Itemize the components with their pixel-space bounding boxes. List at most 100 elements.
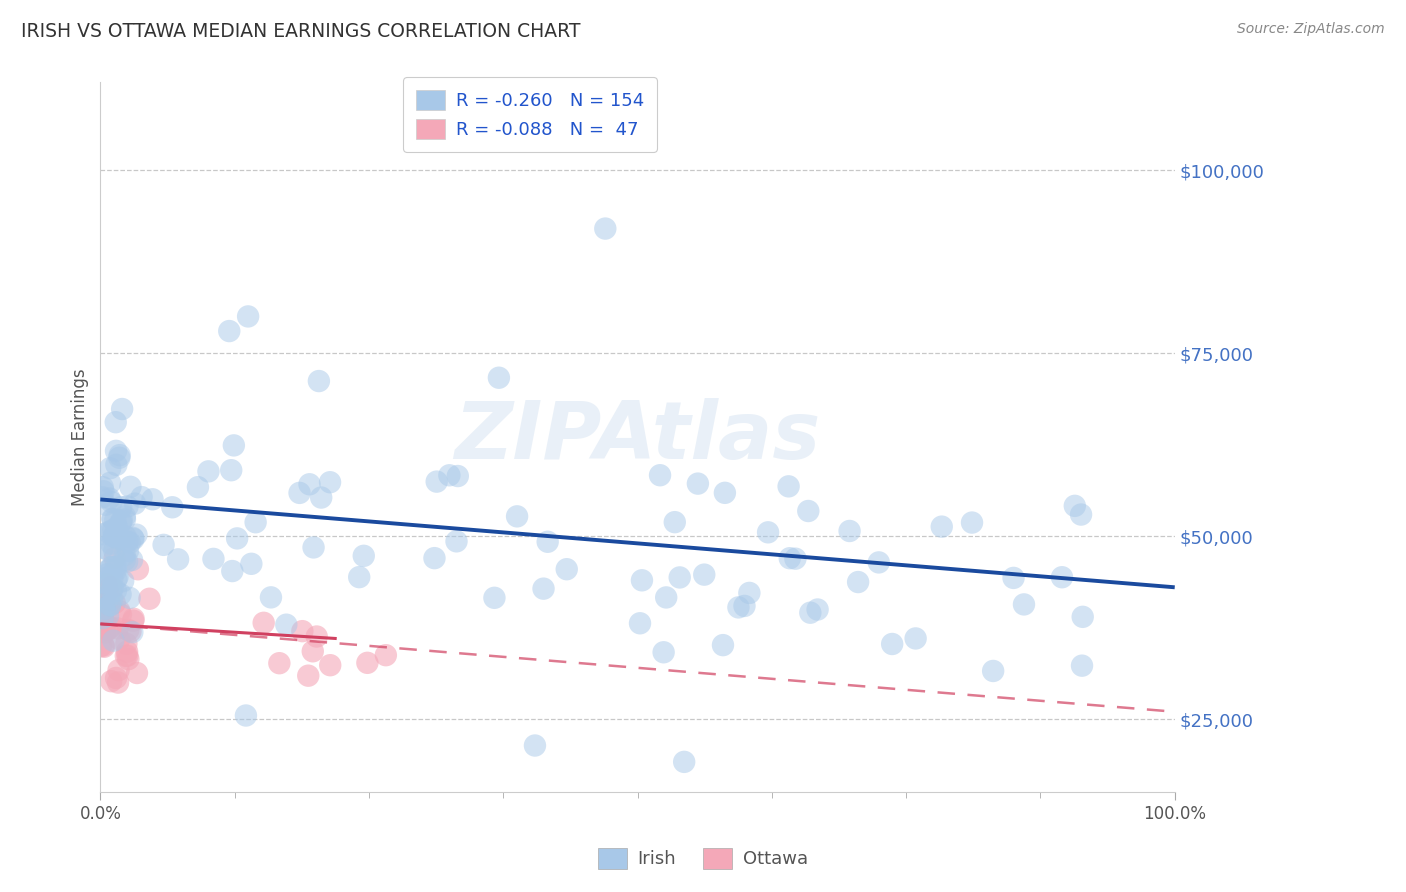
- Point: [114, 512, 136, 526]
- Point: [97, 563, 120, 577]
- Point: [240, 557, 263, 571]
- Point: [197, 464, 219, 478]
- Point: [117, 500, 139, 514]
- Point: [93, 640, 115, 654]
- Point: [114, 648, 136, 663]
- Point: [222, 438, 245, 452]
- Point: [101, 571, 124, 585]
- Point: [236, 310, 259, 324]
- Legend: Irish, Ottawa: Irish, Ottawa: [591, 840, 815, 876]
- Point: [108, 604, 131, 618]
- Point: [100, 560, 122, 574]
- Point: [523, 739, 546, 753]
- Point: [981, 664, 1004, 678]
- Point: [260, 591, 283, 605]
- Point: [104, 583, 127, 598]
- Point: [1050, 570, 1073, 584]
- Point: [98, 599, 121, 613]
- Point: [226, 532, 249, 546]
- Point: [960, 516, 983, 530]
- Point: [94, 577, 117, 591]
- Point: [756, 525, 779, 540]
- Point: [555, 562, 578, 576]
- Point: [127, 562, 149, 576]
- Point: [125, 665, 148, 680]
- Point: [110, 587, 132, 601]
- Point: [91, 480, 114, 494]
- Point: [103, 529, 125, 543]
- Point: [797, 504, 820, 518]
- Point: [105, 573, 128, 587]
- Point: [202, 552, 225, 566]
- Point: [117, 544, 139, 558]
- Point: [108, 450, 131, 465]
- Point: [138, 591, 160, 606]
- Point: [141, 492, 163, 507]
- Point: [838, 524, 860, 538]
- Point: [117, 652, 139, 666]
- Point: [652, 645, 675, 659]
- Point: [686, 476, 709, 491]
- Point: [846, 575, 869, 590]
- Point: [103, 523, 125, 537]
- Point: [98, 461, 121, 475]
- Point: [104, 513, 127, 527]
- Point: [305, 630, 328, 644]
- Point: [100, 536, 122, 550]
- Point: [117, 534, 139, 549]
- Point: [673, 755, 696, 769]
- Point: [100, 524, 122, 539]
- Point: [97, 591, 120, 606]
- Point: [94, 498, 117, 512]
- Point: [107, 622, 129, 636]
- Point: [1070, 508, 1092, 522]
- Point: [125, 527, 148, 541]
- Point: [301, 644, 323, 658]
- Point: [319, 475, 342, 490]
- Point: [105, 520, 128, 534]
- Point: [711, 638, 734, 652]
- Point: [288, 486, 311, 500]
- Point: [108, 632, 131, 647]
- Point: [124, 497, 146, 511]
- Point: [302, 541, 325, 555]
- Point: [904, 632, 927, 646]
- Point: [115, 645, 138, 659]
- Point: [121, 553, 143, 567]
- Point: [235, 708, 257, 723]
- Point: [112, 574, 135, 588]
- Point: [628, 616, 651, 631]
- Point: [115, 555, 138, 569]
- Point: [104, 559, 127, 574]
- Point: [93, 639, 115, 653]
- Point: [101, 512, 124, 526]
- Point: [122, 531, 145, 545]
- Point: [253, 615, 276, 630]
- Text: Source: ZipAtlas.com: Source: ZipAtlas.com: [1237, 22, 1385, 37]
- Point: [98, 598, 121, 612]
- Point: [122, 532, 145, 546]
- Point: [107, 570, 129, 584]
- Point: [94, 625, 117, 640]
- Point: [121, 625, 143, 640]
- Text: IRISH VS OTTAWA MEDIAN EARNINGS CORRELATION CHART: IRISH VS OTTAWA MEDIAN EARNINGS CORRELAT…: [21, 22, 581, 41]
- Point: [187, 480, 209, 494]
- Point: [738, 586, 761, 600]
- Point: [101, 512, 124, 526]
- Point: [734, 599, 756, 613]
- Point: [91, 575, 114, 590]
- Point: [93, 618, 115, 632]
- Point: [308, 374, 330, 388]
- Point: [97, 623, 120, 637]
- Point: [97, 567, 120, 582]
- Point: [91, 595, 114, 609]
- Point: [799, 606, 821, 620]
- Point: [785, 551, 807, 566]
- Point: [297, 668, 319, 682]
- Point: [105, 671, 128, 685]
- Point: [664, 515, 686, 529]
- Point: [108, 448, 131, 462]
- Point: [152, 538, 174, 552]
- Point: [103, 633, 125, 648]
- Y-axis label: Median Earnings: Median Earnings: [72, 368, 89, 506]
